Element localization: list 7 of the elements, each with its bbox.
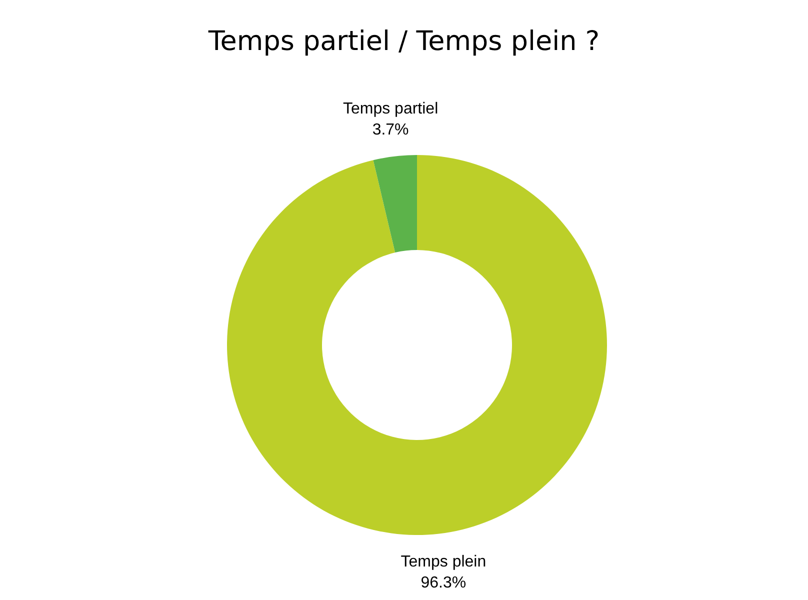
donut-slice — [227, 155, 607, 535]
data-label: 3.7% — [372, 122, 409, 139]
chart-title: Temps partiel / Temps plein ? — [207, 26, 601, 57]
data-label: 96.3% — [420, 574, 466, 592]
donut-slice — [373, 155, 417, 253]
slice-label: Temps partiel — [342, 100, 438, 118]
slice-label: Temps plein — [400, 554, 486, 571]
